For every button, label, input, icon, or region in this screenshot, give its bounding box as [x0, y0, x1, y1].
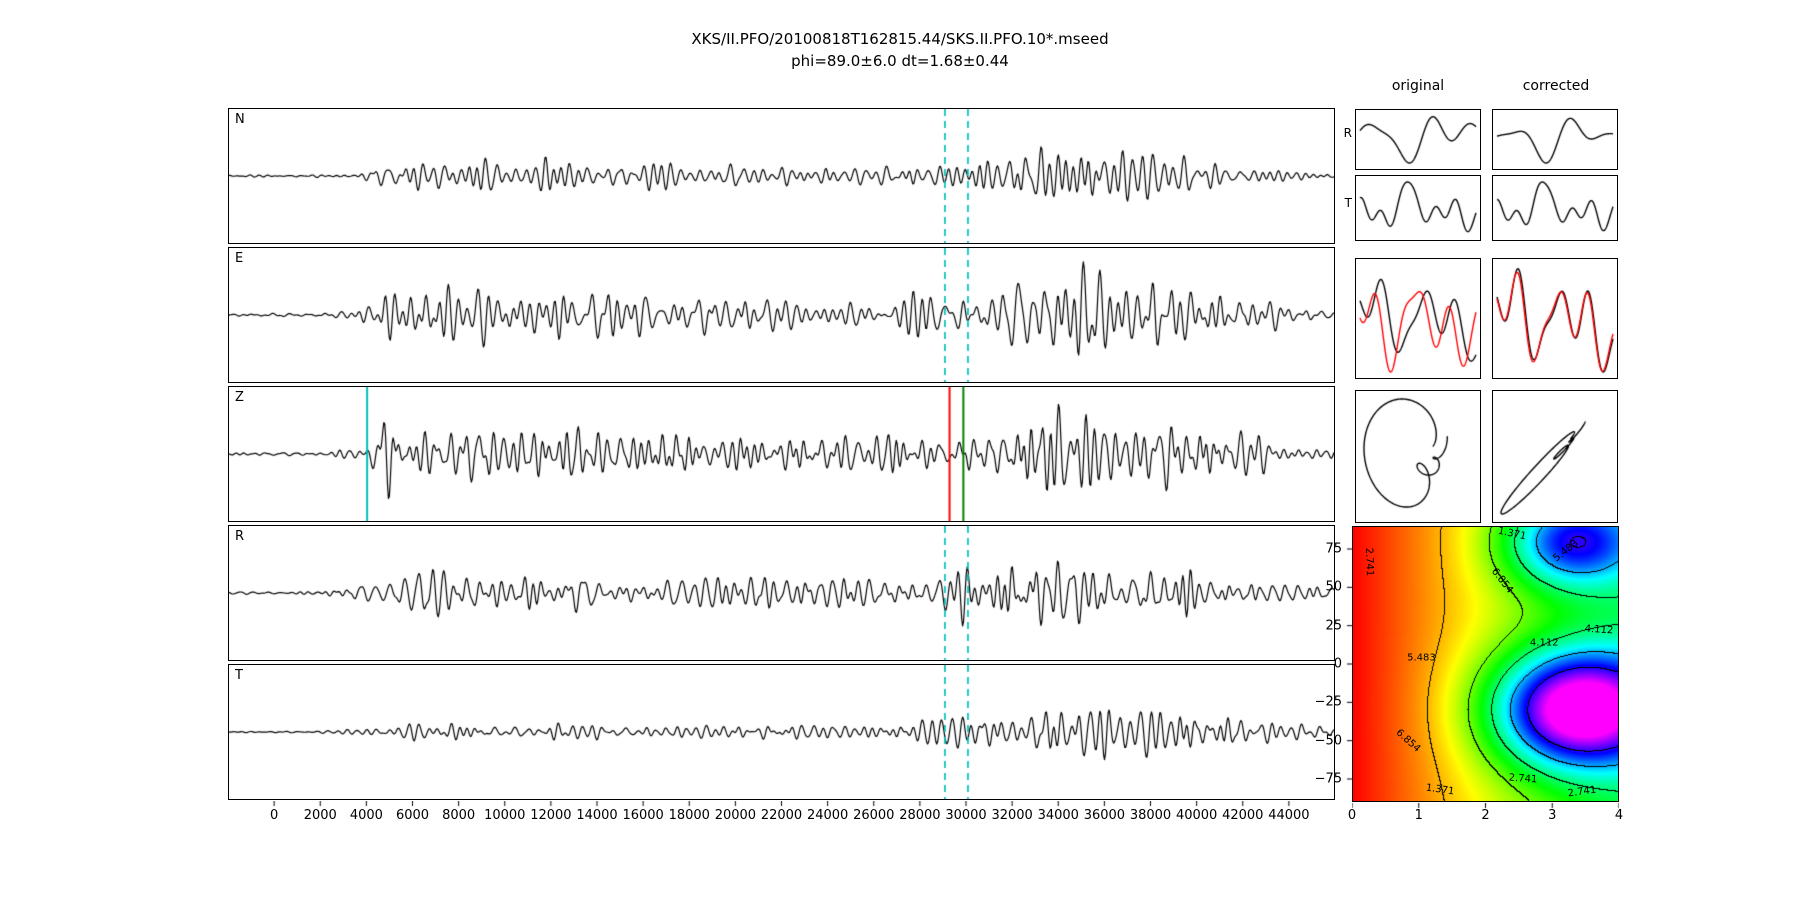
map-y-tick-label: 25 [1325, 618, 1342, 634]
figure-subtitle: phi=89.0±6.0 dt=1.68±0.44 [791, 52, 1009, 70]
map-y-tick-label: −25 [1314, 694, 1342, 710]
x-tick-label: 4000 [349, 808, 383, 823]
contour-label: 5.483 [1407, 652, 1436, 664]
mini-canvas-particle-motion-corrected [1493, 391, 1617, 522]
energy-map-panel [1352, 526, 1619, 802]
x-tick-label: 38000 [1129, 808, 1172, 823]
x-tick-label: 34000 [1037, 808, 1079, 823]
x-tick-label: 42000 [1222, 808, 1264, 823]
x-tick-label: 6000 [395, 808, 430, 823]
contour-label: 2.741 [1363, 547, 1376, 577]
mini-canvas-r-original [1356, 110, 1480, 169]
x-tick-label: 20000 [714, 808, 757, 823]
waveform-canvas-e [229, 248, 1334, 382]
waveform-panel-t: T [228, 664, 1335, 800]
x-tick-label: 40000 [1175, 808, 1218, 823]
mini-canvas-t-original [1356, 176, 1480, 240]
waveform-panel-z: Z [228, 386, 1335, 522]
map-x-tick-label: 0 [1347, 808, 1357, 823]
map-x-tick-label: 1 [1414, 808, 1423, 823]
x-tick-label: 36000 [1083, 808, 1126, 823]
mini-panel-particle-motion-corrected [1492, 390, 1618, 523]
mini-panel-r-original [1355, 109, 1481, 170]
mini-panel-t-original [1355, 175, 1481, 241]
x-tick-label: 12000 [530, 808, 572, 823]
panel-label-t: T [235, 668, 243, 683]
mini-canvas-particle-motion-original [1356, 391, 1480, 522]
column-header-original: original [1391, 78, 1445, 94]
x-tick-label: 16000 [622, 808, 664, 823]
panel-label-e: E [235, 251, 244, 266]
map-y-tick-label: 0 [1333, 656, 1342, 672]
x-axis-ticks [228, 801, 1335, 809]
mini-panel-compare-corrected [1492, 258, 1618, 379]
x-tick-label: 14000 [576, 808, 618, 823]
x-tick-label: 44000 [1268, 808, 1310, 823]
mini-canvas-t-corrected [1493, 176, 1617, 240]
panel-label-z: Z [235, 390, 244, 405]
map-x-tick-label: 3 [1548, 808, 1557, 823]
waveform-canvas-t [229, 665, 1334, 799]
map-y-tick-label: −50 [1314, 733, 1342, 749]
x-tick-label: 26000 [853, 808, 895, 823]
mini-panel-particle-motion-original [1355, 390, 1481, 523]
map-y-tick-label: −75 [1314, 771, 1342, 787]
panel-label-n: N [235, 112, 245, 127]
map-x-axis-ticks [1352, 803, 1619, 811]
map-y-axis-ticks [1344, 526, 1352, 802]
waveform-panel-n: N [228, 108, 1335, 244]
waveform-canvas-n [229, 109, 1334, 243]
x-tick-label: 22000 [760, 808, 803, 823]
map-y-tick-label: 75 [1325, 541, 1342, 557]
mini-panel-compare-original [1355, 258, 1481, 379]
mini-panel-t-corrected [1492, 175, 1618, 241]
x-tick-label: 32000 [991, 808, 1033, 823]
map-x-tick-label: 4 [1614, 808, 1624, 823]
waveform-panel-e: E [228, 247, 1335, 383]
x-tick-label: 24000 [806, 808, 849, 823]
waveform-panel-r: R [228, 525, 1335, 661]
panel-label-r: R [235, 529, 245, 544]
mini-row-label-r: R [1343, 126, 1352, 140]
mini-row-label-t: T [1344, 196, 1352, 210]
mini-canvas-compare-corrected [1493, 259, 1617, 378]
contour-label: 2.741 [1508, 772, 1538, 786]
mini-canvas-r-corrected [1493, 110, 1617, 169]
mini-canvas-compare-original [1356, 259, 1480, 378]
x-tick-label: 30000 [945, 808, 987, 823]
x-tick-label: 8000 [442, 808, 476, 823]
x-tick-label: 10000 [484, 808, 526, 823]
x-tick-label: 18000 [668, 808, 710, 823]
mini-panel-r-corrected [1492, 109, 1618, 170]
map-y-tick-label: 50 [1325, 579, 1342, 595]
waveform-canvas-z [229, 387, 1334, 521]
contour-label: 4.112 [1584, 623, 1614, 636]
column-header-corrected: corrected [1522, 78, 1590, 94]
figure-title: XKS/II.PFO/20100818T162815.44/SKS.II.PFO… [691, 30, 1109, 48]
waveform-canvas-r [229, 526, 1334, 660]
x-tick-label: 0 [269, 808, 279, 823]
map-x-tick-label: 2 [1481, 808, 1490, 823]
energy-map-canvas [1353, 527, 1618, 801]
x-tick-label: 2000 [303, 808, 337, 823]
x-tick-label: 28000 [899, 808, 941, 823]
contour-label: 4.112 [1529, 637, 1559, 649]
